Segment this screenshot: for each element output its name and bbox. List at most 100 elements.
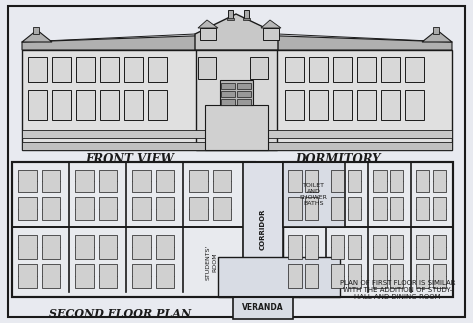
- Bar: [348, 170, 361, 192]
- Bar: [76, 90, 95, 120]
- Bar: [333, 57, 352, 82]
- Text: DORMITORY: DORMITORY: [295, 153, 380, 166]
- Text: FRONT VIEW: FRONT VIEW: [85, 153, 174, 166]
- Bar: [22, 130, 452, 138]
- Bar: [433, 27, 439, 34]
- Bar: [98, 170, 117, 192]
- Bar: [28, 90, 47, 120]
- Bar: [305, 197, 318, 220]
- Bar: [390, 235, 403, 258]
- Bar: [331, 197, 344, 220]
- Bar: [132, 170, 151, 192]
- Bar: [243, 162, 283, 297]
- Bar: [196, 50, 277, 150]
- Bar: [22, 142, 452, 150]
- Bar: [100, 90, 119, 120]
- Bar: [285, 90, 304, 120]
- Bar: [75, 170, 94, 192]
- Bar: [390, 264, 403, 288]
- Bar: [309, 57, 328, 82]
- Bar: [373, 170, 386, 192]
- Bar: [237, 99, 251, 105]
- Bar: [156, 170, 174, 192]
- Bar: [237, 91, 251, 97]
- Bar: [405, 90, 424, 120]
- Bar: [305, 235, 318, 258]
- Polygon shape: [261, 20, 281, 28]
- Bar: [218, 257, 340, 297]
- Bar: [124, 90, 143, 120]
- Bar: [331, 264, 344, 288]
- Bar: [28, 57, 47, 82]
- Bar: [100, 57, 119, 82]
- Polygon shape: [22, 30, 52, 42]
- Bar: [416, 197, 429, 220]
- Text: SECOND FLOOR PLAN: SECOND FLOOR PLAN: [49, 308, 191, 319]
- Polygon shape: [195, 14, 278, 50]
- Bar: [18, 264, 37, 288]
- Bar: [331, 235, 344, 258]
- Bar: [405, 57, 424, 82]
- Bar: [148, 90, 167, 120]
- Bar: [205, 105, 268, 150]
- Bar: [212, 170, 231, 192]
- Bar: [132, 197, 151, 220]
- Bar: [432, 170, 446, 192]
- Polygon shape: [422, 30, 452, 42]
- Bar: [432, 197, 446, 220]
- Bar: [18, 170, 37, 192]
- Bar: [305, 170, 318, 192]
- Bar: [132, 264, 151, 288]
- Text: TOILET
AND
SHOWER
BATHS: TOILET AND SHOWER BATHS: [300, 183, 328, 206]
- Polygon shape: [253, 35, 452, 50]
- Bar: [263, 28, 279, 40]
- Bar: [98, 264, 117, 288]
- Bar: [189, 197, 208, 220]
- Bar: [42, 170, 60, 192]
- Bar: [228, 10, 233, 19]
- Bar: [348, 264, 361, 288]
- Bar: [42, 197, 60, 220]
- Bar: [288, 235, 302, 258]
- Bar: [381, 90, 400, 120]
- Polygon shape: [198, 20, 218, 28]
- Bar: [221, 83, 235, 89]
- Bar: [288, 170, 302, 192]
- Bar: [18, 197, 37, 220]
- Bar: [416, 235, 429, 258]
- Bar: [331, 170, 344, 192]
- Bar: [373, 264, 386, 288]
- Bar: [200, 28, 216, 40]
- Bar: [283, 162, 453, 297]
- Bar: [156, 235, 174, 258]
- Bar: [357, 90, 376, 120]
- Bar: [198, 57, 216, 79]
- Bar: [373, 197, 386, 220]
- Bar: [243, 162, 283, 297]
- Bar: [75, 264, 94, 288]
- Bar: [233, 297, 293, 319]
- Bar: [75, 235, 94, 258]
- Bar: [416, 264, 429, 288]
- Bar: [243, 18, 250, 20]
- Bar: [220, 80, 253, 105]
- Bar: [432, 264, 446, 288]
- Text: VERANDA: VERANDA: [242, 304, 284, 312]
- Bar: [221, 91, 235, 97]
- Bar: [381, 57, 400, 82]
- Bar: [221, 99, 235, 105]
- Bar: [333, 90, 352, 120]
- Bar: [33, 27, 39, 34]
- Bar: [288, 197, 302, 220]
- Bar: [432, 235, 446, 258]
- Bar: [390, 197, 403, 220]
- Bar: [156, 264, 174, 288]
- Bar: [189, 170, 208, 192]
- Bar: [124, 57, 143, 82]
- Bar: [305, 264, 318, 288]
- Bar: [52, 57, 71, 82]
- Bar: [237, 83, 251, 89]
- Bar: [416, 170, 429, 192]
- Bar: [42, 264, 60, 288]
- Bar: [309, 90, 328, 120]
